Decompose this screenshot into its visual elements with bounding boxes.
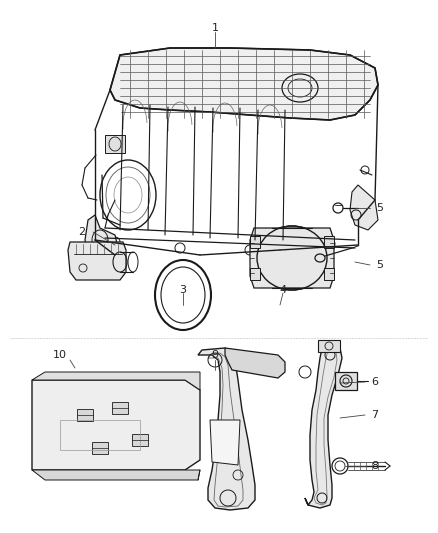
Polygon shape bbox=[32, 380, 200, 470]
Bar bbox=[250, 236, 260, 248]
Text: 7: 7 bbox=[371, 410, 378, 420]
Text: 1: 1 bbox=[212, 23, 219, 33]
Bar bbox=[324, 236, 334, 248]
Text: 3: 3 bbox=[180, 285, 187, 295]
Polygon shape bbox=[68, 242, 126, 280]
Bar bbox=[318, 340, 340, 352]
Text: 9: 9 bbox=[212, 350, 219, 360]
Polygon shape bbox=[32, 470, 200, 480]
Polygon shape bbox=[305, 344, 342, 508]
Bar bbox=[105, 135, 125, 153]
Polygon shape bbox=[32, 372, 200, 390]
Polygon shape bbox=[85, 215, 118, 260]
Polygon shape bbox=[225, 348, 285, 378]
Polygon shape bbox=[110, 48, 378, 120]
Bar bbox=[77, 409, 93, 421]
Text: 4: 4 bbox=[279, 285, 286, 295]
Text: 10: 10 bbox=[53, 350, 67, 360]
Bar bbox=[335, 372, 357, 390]
Bar bbox=[132, 434, 148, 446]
Text: 8: 8 bbox=[371, 461, 378, 471]
Polygon shape bbox=[350, 185, 378, 230]
Bar bbox=[324, 268, 334, 280]
Bar bbox=[92, 442, 108, 454]
Bar bbox=[250, 268, 260, 280]
Polygon shape bbox=[210, 420, 240, 465]
Text: 5: 5 bbox=[377, 203, 384, 213]
Polygon shape bbox=[250, 228, 334, 288]
Bar bbox=[60, 420, 140, 450]
Bar bbox=[112, 402, 128, 414]
Text: 5: 5 bbox=[377, 260, 384, 270]
Text: 6: 6 bbox=[371, 377, 378, 387]
Polygon shape bbox=[198, 348, 255, 510]
Text: 2: 2 bbox=[78, 227, 85, 237]
